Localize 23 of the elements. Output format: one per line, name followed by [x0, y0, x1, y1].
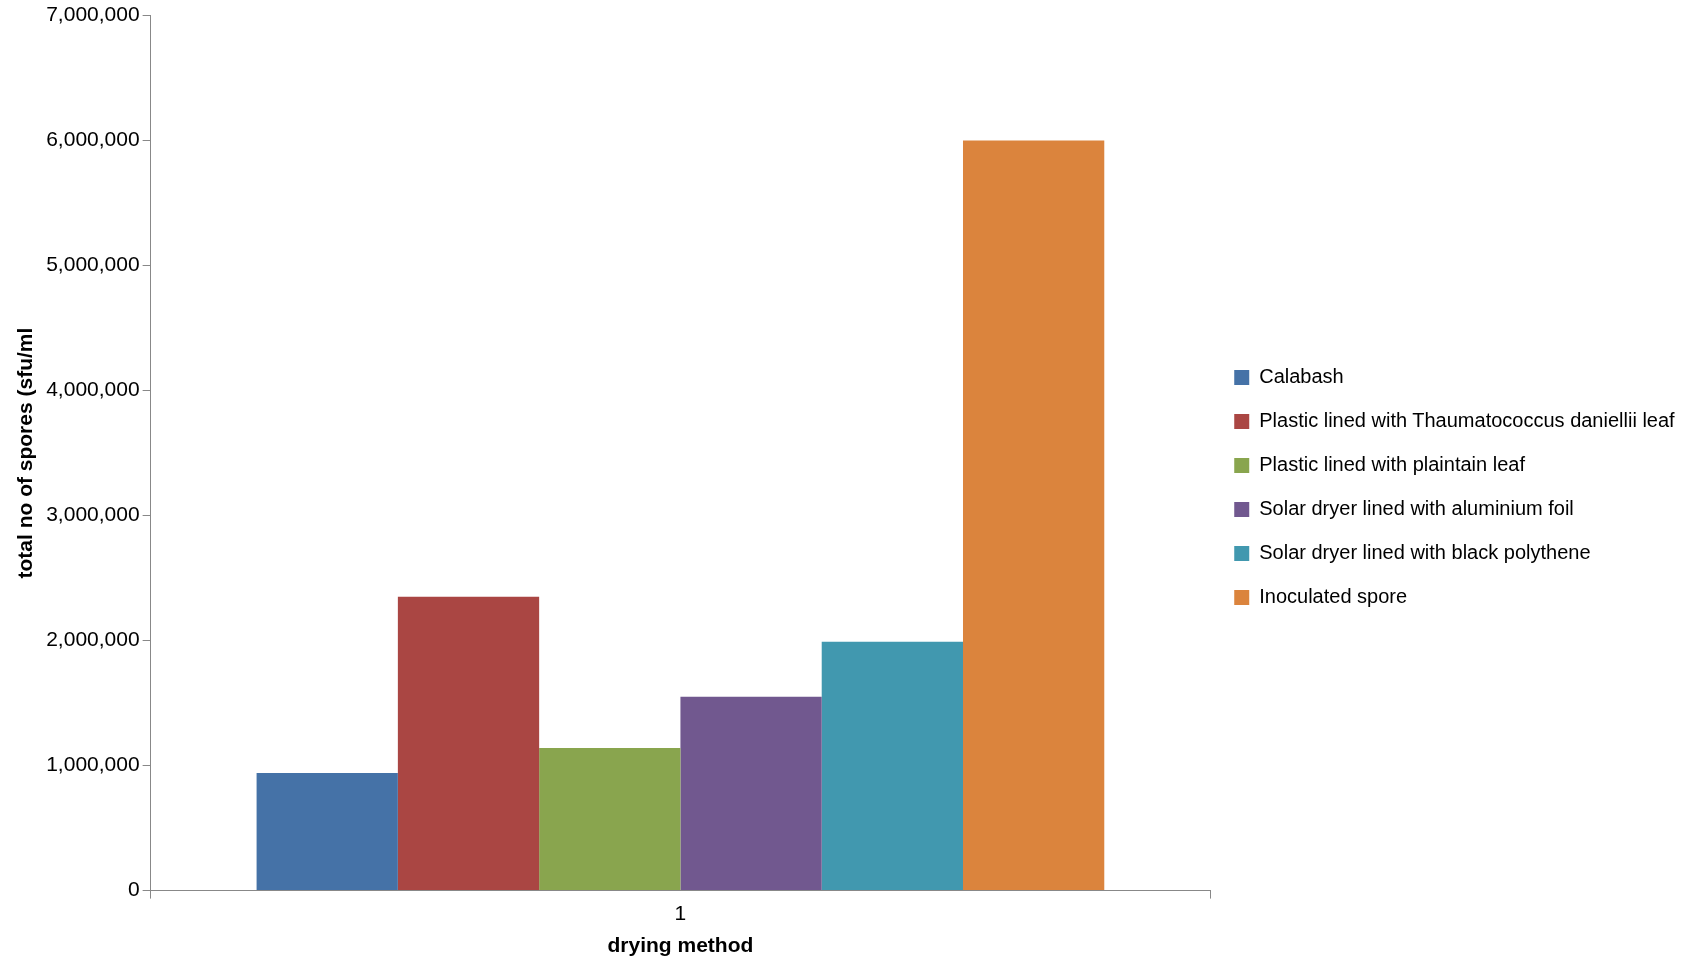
legend-label: Solar dryer lined with black polythene: [1259, 541, 1591, 564]
bar: [821, 641, 963, 891]
bar: [963, 140, 1105, 891]
x-axis-title: drying method: [607, 933, 754, 957]
legend-label: Solar dryer lined with aluminium foil: [1259, 497, 1574, 520]
bar: [397, 596, 540, 891]
y-tick-label: 1,000,000: [46, 752, 140, 776]
bar: [539, 748, 681, 891]
y-tick-label: 0: [127, 877, 140, 901]
legend-label: Plastic lined with plaintain leaf: [1259, 453, 1526, 476]
legend-label: Inoculated spore: [1259, 585, 1408, 608]
y-tick-label: 5,000,000: [46, 252, 140, 276]
y-tick-label: 2,000,000: [46, 627, 140, 651]
bar: [680, 696, 822, 891]
y-tick-label: 4,000,000: [46, 377, 140, 401]
y-tick-label: 6,000,000: [46, 127, 140, 151]
x-tick-label: 1: [674, 901, 687, 924]
y-axis-title: total no of spores (sfu/ml: [13, 327, 37, 579]
legend-label: Plastic lined with Thaumatococcus daniellii leaf: [1259, 409, 1676, 432]
bar: [256, 773, 398, 891]
legend-label: Calabash: [1259, 365, 1344, 388]
y-tick-label: 3,000,000: [46, 502, 140, 526]
y-tick-label: 7,000,000: [46, 2, 140, 26]
